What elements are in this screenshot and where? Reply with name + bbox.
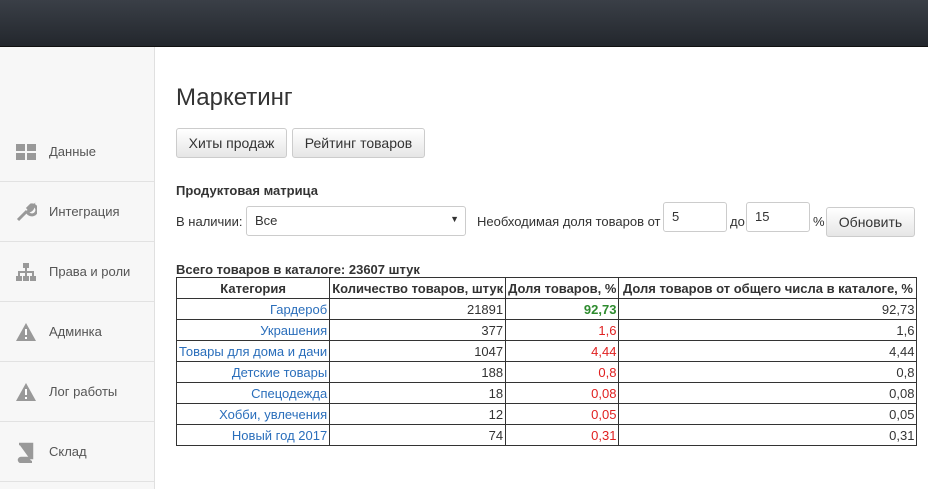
table-cell: 1,6: [618, 319, 918, 341]
header-row: Категория Количество товаров, штук Доля то…: [175, 277, 918, 299]
category-link[interactable]: Спецодежда: [175, 382, 331, 404]
filter-label: до: [730, 214, 745, 229]
filter-label: Необходимая доля товаров от: [477, 214, 661, 229]
category-link[interactable]: Товары для дома и дачи: [175, 340, 331, 362]
sidebar-label: Интеграция: [49, 204, 120, 219]
table-cell: 12: [329, 403, 507, 425]
category-link[interactable]: Гардероб: [175, 298, 331, 320]
sidebar-label: Данные: [49, 144, 96, 159]
table-body: Гардероб 21891 92,73 92,73 Украшения 377 1,6 1,…: [175, 298, 918, 446]
category-link[interactable]: Новый год 2017: [175, 424, 331, 446]
table-row: Товары для дома и дачи 1047 4,44 4,44: [175, 340, 918, 362]
sidebar-label: Админка: [49, 324, 102, 339]
table-row: Новый год 2017 74 0,31 0,31: [175, 424, 918, 446]
sidebar-item[interactable]: Интеграция: [0, 182, 154, 242]
table-cell: 18: [329, 382, 507, 404]
table-cell: 0,31: [505, 424, 620, 446]
table-cell: 188: [329, 361, 507, 383]
column-header: Доля товаров, %: [505, 277, 620, 299]
sidebar-label: Склад: [49, 444, 87, 459]
table-cell: 4,44: [618, 340, 918, 362]
availability-select[interactable]: Все ▼: [246, 206, 466, 236]
refresh-button[interactable]: Обновить: [826, 207, 915, 237]
sidebar-item[interactable]: Лог работы: [0, 362, 154, 422]
sidebar-item[interactable]: Права и роли: [0, 242, 154, 302]
table-cell: 21891: [329, 298, 507, 320]
column-header: Категория: [175, 277, 331, 299]
share-to-input[interactable]: 15: [746, 202, 810, 232]
table-cell: 0,08: [618, 382, 918, 404]
table-cell: 0,05: [618, 403, 918, 425]
sidebar-item[interactable]: Админка: [0, 302, 154, 362]
table-cell: 0,05: [505, 403, 620, 425]
column-header: Доля товаров от общего числа в каталоге,…: [618, 277, 918, 299]
column-header: Количество товаров, штук: [329, 277, 507, 299]
filter-label: %: [813, 214, 825, 229]
sidebar-item[interactable]: Склад: [0, 422, 154, 482]
table-cell: 377: [329, 319, 507, 341]
total-label: Всего товаров в каталоге: 23607 штук: [176, 262, 420, 277]
category-link[interactable]: Хобби, увлечения: [175, 403, 331, 425]
category-table: Категория Количество товаров, штук Доля то…: [175, 277, 918, 446]
table-row: Детские товары 188 0,8 0,8: [175, 361, 918, 383]
table-cell: 92,73: [505, 298, 620, 320]
table-cell: 1,6: [505, 319, 620, 341]
table-row: Спецодежда 18 0,08 0,08: [175, 382, 918, 404]
category-link[interactable]: Детские товары: [175, 361, 331, 383]
sidebar: Данные Интеграция Права и роли Админка Л…: [0, 47, 155, 489]
table-cell: 4,44: [505, 340, 620, 362]
sidebar-label: Лог работы: [49, 384, 118, 399]
tab-button[interactable]: Хиты продаж: [176, 128, 287, 158]
table-row: Украшения 377 1,6 1,6: [175, 319, 918, 341]
table-cell: 74: [329, 424, 507, 446]
table-row: Хобби, увлечения 12 0,05 0,05: [175, 403, 918, 425]
table-cell: 1047: [329, 340, 507, 362]
table-cell: 0,8: [505, 361, 620, 383]
section-title: Продуктовая матрица: [176, 183, 318, 198]
sidebar-item[interactable]: Данные: [0, 122, 154, 182]
tab-button[interactable]: Рейтинг товаров: [292, 128, 425, 158]
table-cell: 92,73: [618, 298, 918, 320]
top-bar: [0, 0, 928, 47]
table-row: Гардероб 21891 92,73 92,73: [175, 298, 918, 320]
sidebar-label: Права и роли: [49, 264, 131, 279]
select-value: Все: [255, 213, 278, 228]
table-cell: 0,8: [618, 361, 918, 383]
table-cell: 0,08: [505, 382, 620, 404]
table-cell: 0,31: [618, 424, 918, 446]
filter-label: В наличии:: [176, 214, 243, 229]
page-title: Маркетинг: [176, 84, 293, 111]
category-link[interactable]: Украшения: [175, 319, 331, 341]
share-from-input[interactable]: 5: [663, 202, 727, 232]
